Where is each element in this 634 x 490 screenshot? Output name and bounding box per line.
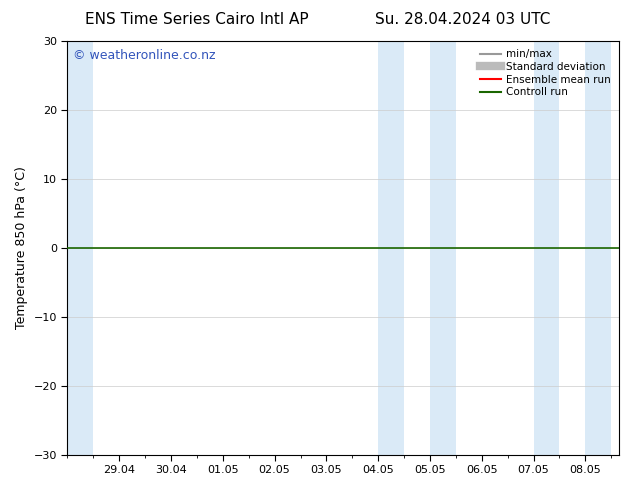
Bar bbox=[534, 41, 559, 455]
Bar bbox=[378, 41, 404, 455]
Bar bbox=[585, 41, 611, 455]
Bar bbox=[67, 41, 93, 455]
Y-axis label: Temperature 850 hPa (°C): Temperature 850 hPa (°C) bbox=[15, 167, 28, 329]
Text: © weatheronline.co.nz: © weatheronline.co.nz bbox=[73, 49, 216, 62]
Text: Su. 28.04.2024 03 UTC: Su. 28.04.2024 03 UTC bbox=[375, 12, 550, 27]
Legend: min/max, Standard deviation, Ensemble mean run, Controll run: min/max, Standard deviation, Ensemble me… bbox=[477, 46, 614, 100]
Bar bbox=[430, 41, 456, 455]
Text: ENS Time Series Cairo Intl AP: ENS Time Series Cairo Intl AP bbox=[85, 12, 308, 27]
